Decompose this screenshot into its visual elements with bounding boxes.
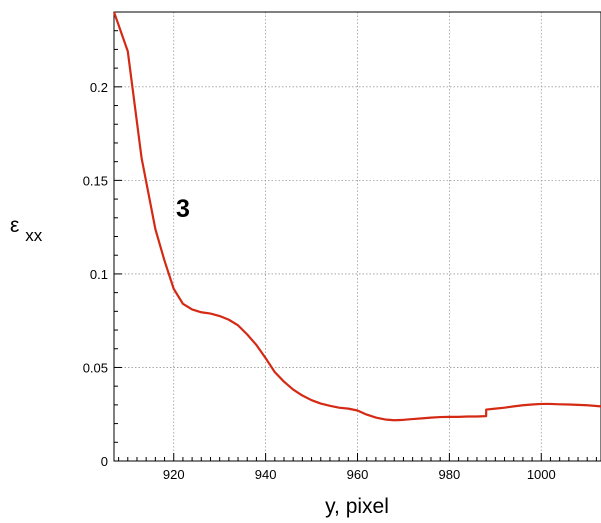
- y-tick-label: 0.2: [90, 80, 108, 95]
- y-tick-label: 0.05: [83, 360, 108, 375]
- curve-annotation: 3: [176, 195, 190, 223]
- x-tick-label: 1000: [527, 467, 556, 482]
- y-tick-label: 0: [101, 454, 108, 469]
- y-axis-label: ε xx: [10, 214, 43, 245]
- y-tick-label: 0.15: [83, 173, 108, 188]
- x-tick-label: 980: [439, 467, 461, 482]
- series-line: [112, 11, 601, 422]
- y-tick-label: 0.1: [90, 267, 108, 282]
- series-layer: [112, 11, 601, 422]
- x-tick-label: 960: [347, 467, 369, 482]
- grid-lines: [114, 12, 601, 461]
- x-tick-label: 940: [255, 467, 277, 482]
- x-tick-label: 920: [163, 467, 185, 482]
- minor-ticks: [114, 30, 597, 461]
- x-axis-label: y, pixel: [325, 495, 389, 518]
- y-axis-label-subscript: xx: [25, 226, 43, 245]
- axis-ticks: 920 940 960 980 1000 0 0.05 0.1 0.15 0.2: [83, 80, 556, 482]
- y-axis-label-main: ε: [10, 214, 19, 237]
